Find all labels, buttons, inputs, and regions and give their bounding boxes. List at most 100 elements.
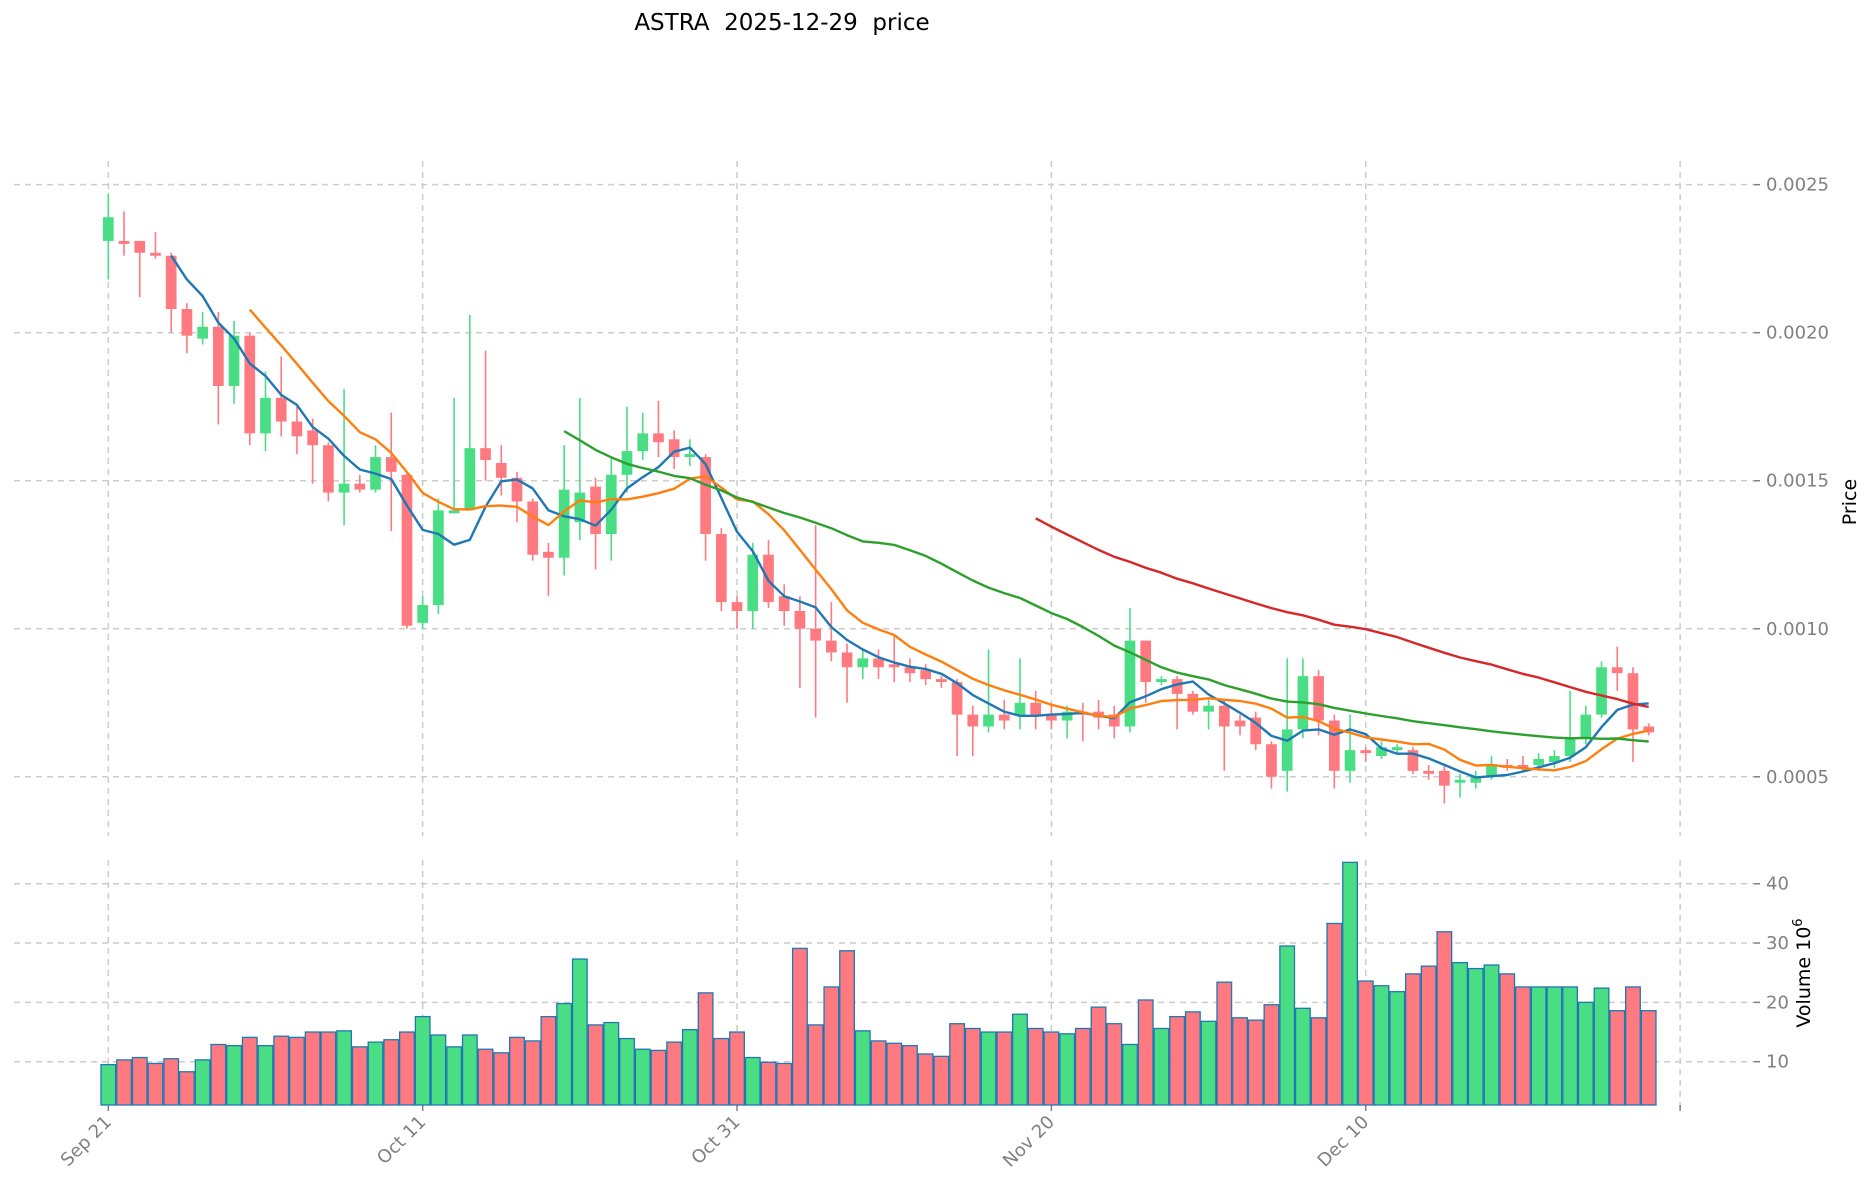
volume-bar	[729, 1031, 745, 1106]
candle-body	[1423, 770, 1434, 774]
volume-bar	[650, 1049, 667, 1106]
candle-body	[700, 457, 711, 535]
volume-bar	[383, 1039, 400, 1106]
candle-body	[590, 486, 601, 535]
volume-bar	[619, 1037, 635, 1106]
candle-body	[1313, 676, 1324, 721]
volume-bar	[336, 1030, 353, 1106]
candle-body	[558, 489, 570, 558]
candle-body	[747, 554, 759, 611]
volume-bar	[1357, 980, 1374, 1106]
volume-bar	[1483, 964, 1500, 1106]
volume-bar	[320, 1031, 337, 1106]
volume-bar	[477, 1048, 494, 1106]
candle-body	[417, 605, 429, 623]
volume-bar	[414, 1015, 431, 1106]
volume-bar	[116, 1059, 132, 1106]
candle-body	[983, 714, 994, 727]
volume-bar	[713, 1037, 730, 1106]
price-tick-label: 0.0010	[1766, 619, 1829, 640]
candle-body	[920, 670, 932, 680]
volume-bar	[1404, 973, 1421, 1106]
volume-bar	[1373, 985, 1390, 1106]
volume-bar	[100, 1064, 117, 1106]
volume-bar	[1059, 1033, 1076, 1106]
candle-body	[1344, 750, 1356, 771]
candle-body	[102, 217, 114, 241]
volume-bar	[776, 1062, 793, 1106]
x-tick-label: Dec 10	[1314, 1112, 1374, 1172]
volume-bar	[540, 1015, 557, 1106]
volume-bar	[163, 1058, 180, 1106]
volume-bar	[194, 1059, 211, 1106]
candle-body	[668, 439, 680, 458]
candle-body	[150, 252, 161, 256]
x-tick-label: Oct 11	[373, 1112, 430, 1169]
candle-body	[967, 714, 979, 727]
candle-body	[1030, 702, 1042, 715]
candle-body	[1580, 714, 1592, 739]
candle-body	[1203, 705, 1214, 712]
volume-bar	[823, 986, 840, 1106]
candle-body	[1549, 756, 1560, 762]
volume-bar	[791, 947, 808, 1106]
candle-body	[936, 679, 947, 683]
candle-body	[244, 335, 256, 434]
volume-bar	[1625, 986, 1641, 1106]
volume-bar	[1043, 1031, 1060, 1106]
volume-bar	[399, 1031, 415, 1106]
candle-body	[715, 534, 727, 603]
candle-body	[401, 474, 413, 626]
candle-body	[778, 596, 790, 611]
candle-body	[134, 240, 146, 253]
candle-body	[1486, 764, 1497, 777]
candle-body	[307, 430, 318, 446]
volume-bar	[241, 1036, 258, 1106]
volume-bar	[1326, 922, 1343, 1106]
candle-body	[165, 255, 177, 310]
volume-bar	[1342, 861, 1358, 1106]
candle-body	[527, 501, 539, 555]
candle-body	[260, 397, 271, 434]
candle-body	[1611, 667, 1623, 674]
volume-bar	[854, 1030, 871, 1106]
volume-bar	[556, 1002, 573, 1106]
candle-body	[1376, 747, 1387, 757]
volume-bar	[949, 1023, 966, 1106]
volume-bar	[1279, 945, 1296, 1106]
candle-body	[1643, 726, 1655, 733]
candle-body	[574, 492, 586, 523]
volume-bar	[1577, 1001, 1594, 1106]
volume-bar	[1027, 1027, 1044, 1106]
volume-bar	[210, 1043, 227, 1106]
candle-body	[1564, 738, 1576, 757]
candle-body	[1108, 714, 1120, 727]
ma-60-line	[1035, 517, 1649, 709]
candle-body	[511, 477, 523, 502]
volume-bar	[807, 1024, 824, 1106]
volume-bar	[996, 1031, 1013, 1106]
volume-bar	[461, 1034, 478, 1106]
volume-bar	[1247, 1019, 1264, 1106]
candle-body	[731, 602, 743, 611]
x-tick-label: Nov 20	[999, 1112, 1059, 1172]
candle-body	[873, 658, 884, 668]
x-tick-label: Oct 31	[687, 1112, 744, 1169]
price-tick-label: 0.0020	[1766, 323, 1829, 344]
candle-body	[810, 628, 821, 641]
ma-30-line	[563, 430, 1649, 743]
volume-bar	[1169, 1015, 1186, 1106]
volume-bar	[839, 950, 856, 1106]
ma-10-line	[248, 308, 1649, 772]
candle-body	[464, 448, 476, 511]
volume-bar	[1200, 1020, 1217, 1106]
candle-body	[841, 652, 853, 668]
candle-body	[605, 474, 617, 535]
volume-axis-label: Volume 106	[1791, 918, 1815, 1027]
price-tick-label: 0.0005	[1766, 767, 1829, 788]
volume-bar	[697, 992, 714, 1106]
candle-body	[1627, 673, 1639, 730]
candle-body	[354, 483, 366, 490]
volume-bar	[304, 1031, 321, 1106]
volume-bar	[666, 1041, 683, 1106]
